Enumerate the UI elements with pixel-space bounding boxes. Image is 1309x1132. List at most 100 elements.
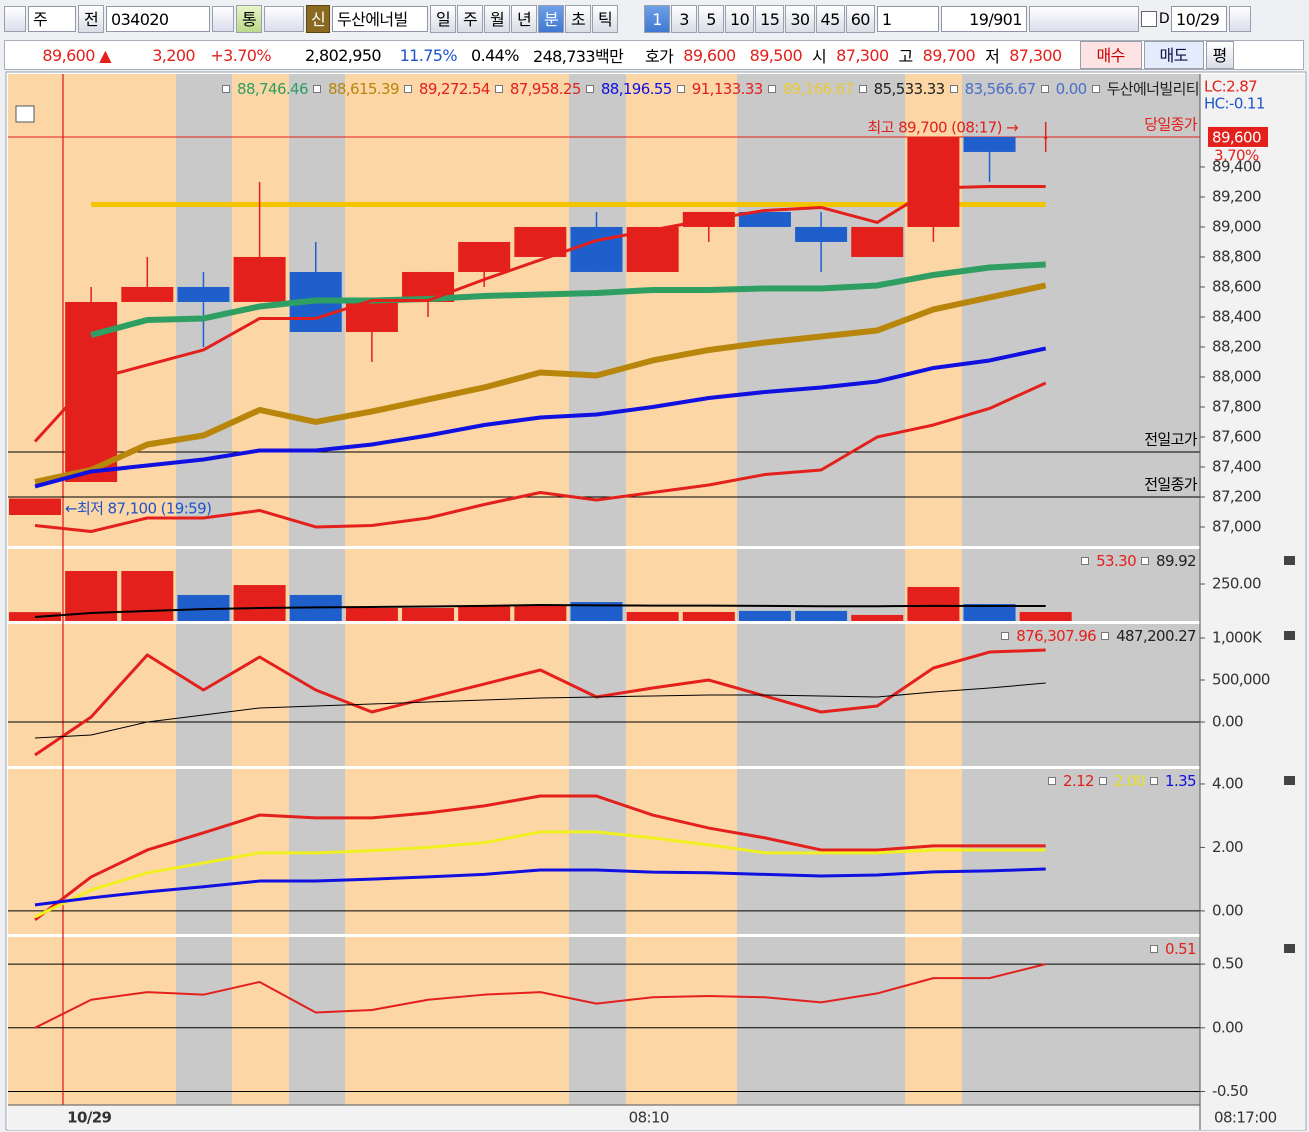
y-tick-label: 0.00 <box>1212 901 1243 919</box>
tool-icons[interactable] <box>1028 6 1139 32</box>
candle-body <box>233 256 286 302</box>
y-tick-label: 88,600 <box>1212 277 1261 295</box>
interval-button[interactable]: 45 <box>815 5 845 33</box>
volume-bar <box>345 607 398 621</box>
panel-button <box>1284 776 1295 785</box>
tong-button[interactable]: 통 <box>236 5 262 33</box>
volume-bar <box>682 611 735 621</box>
low: 87,300 <box>1009 45 1062 65</box>
candle-body <box>795 226 848 242</box>
calendar-icon[interactable] <box>1229 6 1252 32</box>
code-input[interactable]: 034020 <box>106 6 210 32</box>
legend-item: 89.92 <box>1156 552 1197 570</box>
period-button[interactable]: 주 <box>457 5 483 33</box>
volume-bar <box>851 614 904 621</box>
legend-item: 89,272.54 <box>418 79 491 98</box>
y-tick-label: 4.00 <box>1212 774 1243 792</box>
indicator-line <box>34 867 1046 907</box>
y-tick-label: 250.00 <box>1212 575 1261 593</box>
panel-button <box>1284 944 1295 953</box>
period-button[interactable]: 초 <box>565 5 591 33</box>
period-button[interactable]: 틱 <box>592 5 618 33</box>
indicator-line <box>34 381 1047 533</box>
panel-button <box>1284 631 1295 640</box>
period-button[interactable]: 년 <box>511 5 537 33</box>
lc-label: LC:2.87 <box>1204 78 1257 96</box>
interval-button[interactable]: 10 <box>725 5 755 33</box>
legend-marker <box>1001 632 1010 640</box>
interval-button[interactable]: 15 <box>755 5 785 33</box>
indicator-line <box>34 682 1046 739</box>
indicator-line <box>34 346 1047 489</box>
candle-body <box>963 136 1016 152</box>
interval-button[interactable]: 1 <box>644 5 670 33</box>
bid-ask-label: 호가 <box>645 47 674 66</box>
interval-button[interactable]: 3 <box>671 5 697 33</box>
legend: 876,307.96 487,200.27 <box>1001 627 1197 645</box>
volume-bar <box>738 610 791 621</box>
change: 3,200 <box>152 45 195 65</box>
interval-button[interactable]: 60 <box>845 5 875 33</box>
name-field: 두산에너빌 <box>332 6 428 32</box>
legend-item: 88,615.39 <box>327 79 400 98</box>
stripe-gray <box>289 74 345 1106</box>
amount: 248,733백만 <box>533 47 624 66</box>
candle-body <box>121 286 174 302</box>
legend-marker <box>1099 777 1107 785</box>
volume-bar <box>402 607 455 621</box>
period-button[interactable]: 월 <box>484 5 510 33</box>
volume-bar <box>570 602 623 621</box>
sell-button[interactable]: 매도 <box>1143 41 1204 69</box>
candle-body <box>177 286 230 302</box>
candle-body <box>907 136 960 227</box>
high-annotation: 최고 89,700 (08:17) → <box>868 119 1019 137</box>
ratio: 0.44% <box>471 45 519 65</box>
low-label: 저 <box>985 47 1000 66</box>
panel-button <box>1284 556 1295 565</box>
buy-button[interactable]: 매수 <box>1079 41 1142 69</box>
legend-item: 2.00 <box>1114 772 1146 790</box>
market-select[interactable]: 주 <box>28 6 76 32</box>
y-tick-label: 0.50 <box>1212 955 1243 973</box>
interval-button[interactable]: 30 <box>785 5 815 33</box>
sound-icon[interactable] <box>264 6 304 32</box>
legend-marker <box>222 84 230 93</box>
legend-marker <box>1150 945 1158 953</box>
search-icon[interactable] <box>212 6 234 32</box>
legend-marker <box>767 84 776 93</box>
legend-item: 0.00 <box>1055 79 1088 98</box>
y-tick-label: 2.00 <box>1212 838 1243 856</box>
legend-item: 1.35 <box>1165 772 1197 790</box>
avg-button[interactable]: 평 <box>1205 41 1234 69</box>
legend-item: 88,196.55 <box>600 79 673 98</box>
prev-button[interactable]: 전 <box>78 5 104 33</box>
indicator-line <box>34 604 1046 619</box>
new-button[interactable]: 신 <box>306 5 330 33</box>
panel-icon <box>15 105 35 123</box>
stripe-gray <box>176 74 232 1106</box>
d-check[interactable]: D <box>1140 11 1170 27</box>
period-button[interactable]: 분 <box>538 5 564 33</box>
legend-item: 85,533.33 <box>873 79 946 98</box>
x-tick-label: 10/29 <box>67 1109 111 1127</box>
legend: 88,746.46 88,615.39 89,272.54 87,958.25 88,1… <box>222 78 1200 99</box>
date-field[interactable]: 10/29 <box>1171 6 1228 32</box>
legend-item: 487,200.27 <box>1116 627 1196 645</box>
turnover: 11.75% <box>399 45 458 65</box>
legend: 0.51 <box>1150 940 1197 958</box>
menu-icon[interactable] <box>4 6 26 32</box>
volume-bar <box>233 585 286 621</box>
count-select[interactable]: 1 <box>876 6 939 32</box>
legend-marker <box>1081 557 1090 565</box>
y-tick-label: 89,400 <box>1212 157 1261 175</box>
legend-item: 87,958.25 <box>509 79 582 98</box>
legend-marker <box>1040 84 1049 93</box>
candle-body <box>851 226 904 257</box>
period-button[interactable]: 일 <box>430 5 456 33</box>
interval-button[interactable]: 5 <box>698 5 724 33</box>
y-tick-label: 89,000 <box>1212 217 1261 235</box>
candle-body <box>570 226 623 272</box>
panel-divider <box>8 766 1200 769</box>
